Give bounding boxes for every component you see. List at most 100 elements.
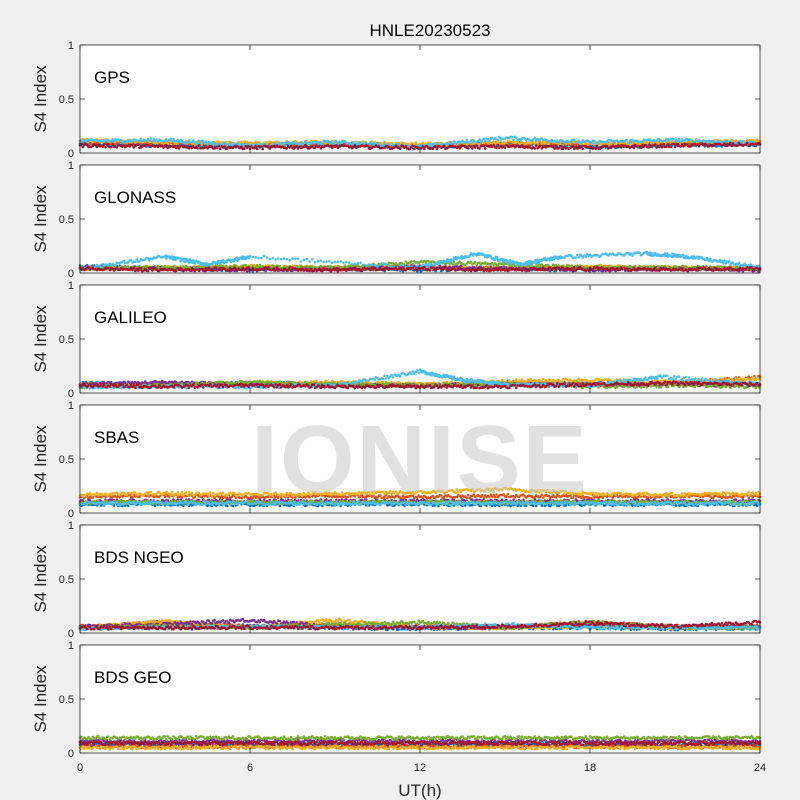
- data-point: [410, 141, 413, 145]
- data-point: [329, 264, 333, 268]
- data-point: [593, 139, 596, 143]
- data-point: [673, 145, 677, 149]
- data-point: [268, 140, 272, 144]
- data-point: [267, 145, 270, 148]
- data-point: [482, 144, 486, 147]
- data-point: [729, 141, 732, 145]
- data-point: [571, 145, 575, 148]
- data-point: [114, 263, 117, 267]
- y-tick-label: 0: [68, 148, 74, 160]
- data-point: [104, 145, 107, 149]
- data-point: [240, 140, 243, 143]
- data-point: [442, 144, 446, 147]
- data-point: [224, 264, 228, 268]
- data-point: [124, 265, 127, 268]
- data-point: [335, 140, 338, 143]
- data-point: [554, 263, 558, 267]
- data-point: [539, 144, 542, 148]
- data-point: [321, 142, 324, 146]
- data-point: [738, 139, 742, 143]
- data-point: [398, 147, 402, 150]
- data-point: [134, 260, 137, 264]
- data-point: [459, 141, 463, 145]
- data-point: [679, 140, 682, 143]
- data-point: [639, 146, 643, 149]
- data-point: [741, 139, 745, 143]
- data-point: [468, 141, 471, 145]
- data-point: [559, 145, 562, 148]
- data-point: [466, 147, 470, 150]
- data-point: [666, 143, 670, 146]
- data-point: [716, 144, 719, 148]
- data-point: [672, 137, 675, 141]
- data-point: [149, 137, 153, 140]
- data-point: [594, 147, 597, 150]
- data-point: [682, 144, 685, 148]
- data-point: [115, 141, 119, 145]
- data-point: [132, 146, 136, 149]
- data-point: [736, 144, 739, 147]
- data-point: [746, 141, 749, 145]
- data-point: [80, 142, 83, 146]
- data-point: [697, 144, 701, 148]
- data-point: [421, 145, 425, 148]
- data-point: [503, 146, 507, 149]
- data-point: [260, 145, 263, 148]
- chart-title: HNLE20230523: [370, 21, 491, 40]
- data-point: [362, 141, 365, 145]
- data-point: [483, 139, 487, 143]
- data-point: [469, 260, 473, 264]
- data-point: [659, 143, 663, 146]
- data-point: [102, 143, 106, 146]
- data-point: [625, 138, 629, 142]
- data-point: [595, 144, 599, 148]
- data-point: [473, 260, 477, 264]
- data-point: [678, 137, 681, 141]
- data-point: [632, 146, 636, 150]
- data-point: [353, 144, 357, 147]
- data-point: [661, 145, 664, 149]
- data-point: [553, 147, 556, 150]
- data-point: [665, 145, 668, 149]
- y-axis-label: S4 Index: [31, 65, 50, 133]
- data-point: [435, 142, 439, 145]
- data-point: [313, 146, 317, 149]
- data-point: [483, 147, 487, 150]
- data-point: [646, 146, 650, 149]
- data-point: [261, 147, 265, 151]
- data-point: [245, 142, 249, 146]
- data-point: [496, 138, 500, 142]
- data-point: [193, 262, 197, 265]
- data-point: [573, 138, 576, 142]
- data-point: [219, 147, 222, 150]
- data-point: [196, 147, 199, 150]
- data-point: [172, 143, 175, 146]
- data-point: [482, 137, 486, 141]
- data-point: [753, 144, 756, 148]
- data-point: [489, 265, 493, 269]
- data-point: [243, 147, 246, 151]
- data-point: [100, 265, 103, 269]
- data-point: [536, 265, 539, 268]
- data-point: [561, 147, 565, 151]
- data-point: [370, 141, 374, 145]
- data-point: [576, 147, 579, 150]
- y-tick-label: 1: [68, 40, 74, 52]
- data-point: [197, 144, 201, 147]
- data-point: [600, 264, 603, 267]
- data-point: [534, 144, 538, 147]
- data-point: [165, 144, 168, 147]
- data-point: [411, 263, 415, 266]
- data-point: [533, 136, 537, 140]
- data-point: [295, 264, 299, 268]
- data-point: [488, 139, 491, 143]
- data-point: [499, 139, 503, 143]
- data-point: [661, 264, 664, 268]
- data-point: [435, 147, 439, 150]
- data-point: [366, 144, 369, 148]
- data-point: [111, 143, 114, 146]
